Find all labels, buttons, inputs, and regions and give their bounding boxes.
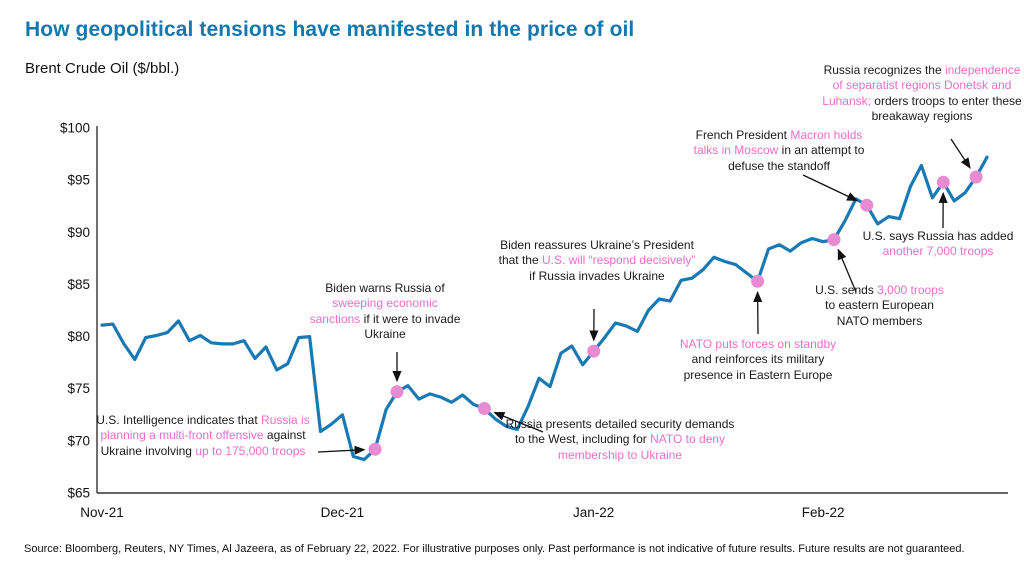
- event-dot-troops_3000: [827, 233, 841, 247]
- annotation-macron: French President Macron holds talks in M…: [689, 128, 869, 174]
- event-dots: [368, 170, 983, 456]
- event-dot-troops_7000: [936, 175, 950, 189]
- annotation-highlight-text: U.S. will “respond decisively”: [541, 253, 696, 268]
- svg-text:$90: $90: [67, 225, 90, 240]
- event-dot-recognition: [969, 170, 983, 184]
- event-dot-intel: [368, 442, 382, 456]
- annotation-text: against Ukraine involving: [100, 428, 306, 458]
- annotation-intel: U.S. Intelligence indicates that Russia …: [88, 413, 318, 459]
- annotation-text: Biden warns Russia of: [325, 281, 445, 295]
- x-axis-labels: Nov-21 Dec-21 Jan-22 Feb-22: [80, 505, 844, 520]
- annotation-highlight-text: NATO to deny membership to Ukraine: [557, 432, 726, 462]
- event-dot-sanctions: [390, 385, 404, 399]
- annotation-text: and reinforces its military presence in …: [683, 352, 833, 382]
- svg-text:$65: $65: [67, 486, 90, 501]
- svg-text:$95: $95: [67, 173, 90, 188]
- annotation-highlight-text: Macron holds talks in Moscow: [693, 128, 863, 158]
- annotation-text: if Russia invades Ukraine: [529, 268, 665, 283]
- annotation-arrow: [837, 248, 857, 293]
- event-dot-macron: [860, 198, 874, 212]
- annotation-troops_7000: U.S. says Russia has added another 7,000…: [857, 229, 1019, 260]
- price-line: [100, 155, 989, 462]
- svg-text:$70: $70: [67, 433, 90, 448]
- annotation-text: U.S. sends: [815, 283, 878, 297]
- annotation-highlight-text: Russia is planning a multi-front offensi…: [100, 413, 310, 443]
- svg-text:Feb-22: Feb-22: [802, 505, 845, 520]
- svg-text:Nov-21: Nov-21: [80, 505, 124, 520]
- annotation-arrows: [317, 138, 971, 455]
- annotation-text: U.S. Intelligence indicates that: [96, 413, 262, 427]
- annotation-sanctions: Biden warns Russia of sweeping economic …: [306, 281, 464, 343]
- event-dot-reassure: [587, 344, 601, 358]
- annotation-text: French President: [695, 128, 791, 142]
- annotation-reassure: Biden reassures Ukraine’s President that…: [494, 238, 700, 284]
- page-title: How geopolitical tensions have manifeste…: [25, 18, 635, 41]
- annotation-highlight-text: 3,000 troops: [877, 283, 944, 297]
- y-axis-labels: $65 $70 $75 $80 $85 $90 $95 $100: [60, 121, 90, 501]
- annotation-arrow: [802, 174, 859, 202]
- annotation-nato_standby: NATO puts forces on standby and reinforc…: [674, 337, 842, 383]
- annotation-highlight-text: independence of separatist regions Donet…: [822, 63, 1021, 108]
- annotation-highlight-text: another 7,000 troops: [882, 244, 994, 259]
- svg-text:Dec-21: Dec-21: [321, 505, 365, 520]
- annotation-text: U.S. says Russia has added: [862, 229, 1014, 243]
- annotation-text: orders troops to enter these breakaway r…: [870, 93, 1022, 124]
- annotation-arrow: [493, 411, 544, 433]
- event-dot-demands: [477, 402, 491, 415]
- svg-text:Jan-22: Jan-22: [573, 505, 614, 520]
- event-dot-nato_standby: [751, 274, 765, 288]
- annotation-text: in an attempt to defuse the standoff: [728, 143, 865, 173]
- annotation-highlight-text: up to 175,000 troops: [195, 443, 306, 458]
- svg-text:$85: $85: [67, 277, 90, 292]
- axes: [96, 126, 1008, 494]
- annotation-highlight-text: NATO puts forces on standby: [679, 337, 837, 351]
- annotation-troops_3000: U.S. sends 3,000 troops to eastern Europ…: [812, 283, 947, 329]
- annotation-arrow: [950, 138, 971, 169]
- svg-text:$75: $75: [67, 381, 90, 396]
- annotation-text: if it were to invade Ukraine: [360, 311, 461, 342]
- chart-subtitle: Brent Crude Oil ($/bbl.): [25, 60, 180, 77]
- svg-text:$100: $100: [60, 121, 90, 136]
- annotation-text: Russia presents detailed security demand…: [505, 417, 735, 447]
- annotation-recognition: Russia recognizes the independence of se…: [821, 63, 1023, 125]
- annotation-arrow: [317, 445, 366, 455]
- annotation-text: to eastern European NATO members: [825, 298, 934, 328]
- annotation-demands: Russia presents detailed security demand…: [503, 417, 737, 463]
- annotation-text: Biden reassures Ukraine’s President that…: [498, 238, 694, 268]
- source-note: Source: Bloomberg, Reuters, NY Times, Al…: [24, 543, 965, 555]
- svg-text:$80: $80: [67, 329, 90, 344]
- annotation-text: Russia recognizes the: [823, 63, 945, 77]
- annotation-highlight-text: sweeping economic sanctions: [309, 296, 438, 326]
